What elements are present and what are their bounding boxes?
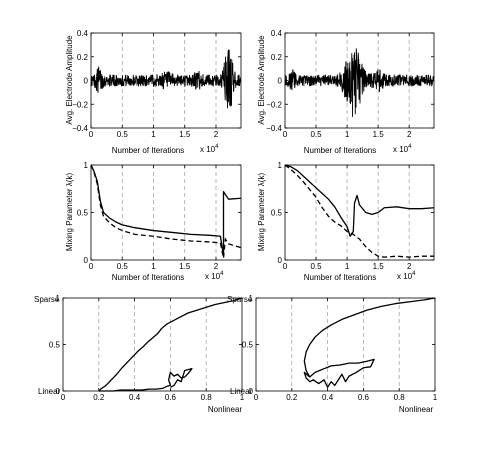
x-tick-label: 0 [61,393,66,402]
y-tick-label: 0.4 [271,29,283,38]
y-tick-label: 0 [278,256,283,265]
y-tick-label: 0.4 [77,29,89,38]
x-tick-label: 0.6 [165,393,177,402]
sparse-label: Sparse [34,295,60,304]
x-tick-label: 0.2 [93,393,105,402]
series-line-0 [284,164,435,237]
sparse-label: Sparse [227,295,253,304]
x-tick-label: 0 [89,130,94,139]
y-tick-label: 0.2 [271,53,283,62]
y-tick-label: 1 [56,294,61,303]
x-tick-label: 1.5 [179,262,191,271]
x-tick-label: 2 [214,262,219,271]
xlabel: Number of Iterations [304,273,376,282]
x-tick-label: 2 [407,262,412,271]
x-tick-label: 0.5 [310,262,322,271]
series-line-0 [90,49,242,109]
x-tick-label: 1 [151,130,156,139]
x-tick-label: 0 [89,262,94,271]
series-line-1 [90,164,242,259]
x-tick-label: 0.8 [394,393,406,402]
y-tick-label: 1 [84,161,89,170]
y-tick-label: 0 [278,77,283,86]
y-tick-label: 0.5 [77,209,89,218]
y-tick-label: −0.2 [266,100,282,109]
linear-label: Linear [230,387,253,396]
y-tick-label: 0.5 [271,209,283,218]
panel-traj-left: Sparse Linear Nonlinear 0 0.2 0.4 0.6 0.8 1 0 0… [34,294,245,414]
y-tick-label: −0.4 [266,124,282,133]
x-exponent: x 104 [393,144,412,154]
x-tick-label: 0.4 [322,393,334,402]
panel-traj-right: Sparse Linear Nonlinear 0 0.2 0.4 0.6 0.8 100… [227,294,438,414]
y-tick-label: −0.2 [72,100,88,109]
series-line-0 [98,297,243,392]
x-tick-label: 0.5 [117,130,129,139]
y-tick-label: 0 [249,387,254,396]
y-tick-label: 1 [278,161,283,170]
x-tick-label: 0.5 [117,262,129,271]
panel-amp-left: Avg. Electrode Amplitude Number of Itera… [65,29,242,155]
y-tick-label: 0 [84,77,89,86]
series-line-0 [303,297,436,378]
axis-frame [62,297,243,392]
xlabel: Nonlinear [208,405,243,414]
xlabel: Number of Iterations [304,146,376,155]
axis-frame [90,164,242,261]
y-tick-label: 1 [249,294,254,303]
x-tick-label: 0.2 [286,393,298,402]
x-tick-label: 2 [214,130,219,139]
series-line-1 [98,368,193,392]
x-tick-label: 0.5 [310,130,322,139]
series-line-1 [303,358,375,388]
x-tick-label: 1.5 [373,130,385,139]
x-tick-label: 0.4 [129,393,141,402]
series-line-1 [284,164,434,258]
x-tick-label: 2 [407,130,412,139]
xlabel: Nonlinear [399,405,434,414]
series-line-0 [284,48,435,117]
x-tick-label: 0 [283,130,288,139]
y-tick-label: 0.5 [242,341,254,350]
x-exponent: x 104 [205,271,224,281]
panel-mix-right: Mixing Parameter λ(k) Number of Iteratio… [257,161,435,282]
x-tick-label: 0 [283,262,288,271]
y-tick-label: 0 [84,256,89,265]
series-line-0 [90,164,242,256]
ylabel: Avg. Electrode Amplitude [65,35,74,125]
linear-label: Linear [38,387,61,396]
x-exponent: x 104 [200,144,219,154]
x-tick-label: 1.5 [373,262,385,271]
y-tick-label: −0.4 [72,124,88,133]
ylabel: Mixing Parameter λ(k) [65,173,74,252]
y-tick-label: 0.2 [77,53,89,62]
x-tick-label: 0 [254,393,259,402]
y-tick-label: 0.5 [49,341,61,350]
panel-mix-left: Mixing Parameter λ(k) Number of Iteratio… [65,161,242,282]
x-tick-label: 1.5 [179,130,191,139]
y-tick-label: 0 [56,387,61,396]
x-tick-label: 1 [345,262,350,271]
x-tick-label: 1 [240,393,245,402]
x-tick-label: 1 [433,393,438,402]
ylabel: Mixing Parameter λ(k) [257,173,266,252]
xlabel: Number of Iterations [112,273,184,282]
x-tick-label: 1 [151,262,156,271]
axis-frame [255,297,436,392]
x-exponent: x 104 [397,271,416,281]
panel-amp-right: Avg. Electrode Amplitude Number of Itera… [257,29,435,155]
x-tick-label: 0.6 [358,393,370,402]
x-tick-label: 0.8 [201,393,213,402]
x-tick-label: 1 [345,130,350,139]
ylabel: Avg. Electrode Amplitude [257,35,266,125]
xlabel: Number of Iterations [112,146,184,155]
